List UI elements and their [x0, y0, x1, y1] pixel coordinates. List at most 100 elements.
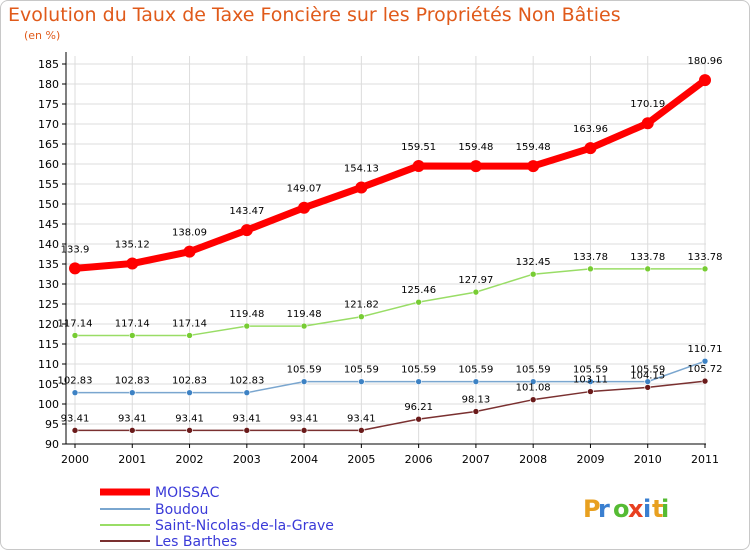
series-line [74, 360, 706, 394]
series-point [587, 388, 594, 395]
series-point [701, 377, 709, 385]
series-point [243, 389, 251, 396]
y-tick-label: 185 [38, 58, 59, 71]
data-label: 102.83 [229, 376, 264, 387]
data-label: 119.48 [287, 309, 322, 320]
data-label: 125.46 [401, 285, 436, 296]
y-tick-label: 115 [38, 338, 59, 351]
data-label: 102.83 [115, 376, 150, 387]
series-layer [69, 74, 711, 434]
data-label: 105.59 [287, 365, 322, 376]
series-point [69, 262, 81, 275]
data-label: 159.51 [401, 142, 436, 153]
data-label: 102.83 [172, 376, 207, 387]
series-point [186, 427, 193, 434]
data-label: 133.78 [630, 252, 665, 263]
data-label: 133.9 [61, 244, 90, 255]
y-tick-label: 135 [38, 258, 59, 271]
series-point [701, 357, 709, 365]
series-point [128, 332, 136, 339]
series-point [240, 224, 253, 237]
logo-letter: r [598, 495, 610, 523]
series-point [300, 427, 308, 434]
data-label: 117.14 [115, 318, 150, 329]
y-tick-label: 150 [38, 198, 59, 211]
data-label: 98.13 [462, 394, 491, 405]
y-tick-label: 155 [38, 178, 59, 191]
data-label: 105.59 [344, 365, 379, 376]
series-point [358, 313, 365, 321]
data-label: 105.59 [573, 365, 608, 376]
data-label: 133.78 [688, 252, 723, 263]
legend-label: Saint-Nicolas-de-la-Grave [155, 518, 334, 534]
series-point [701, 265, 709, 273]
series-point [472, 408, 480, 415]
chart-subtitle: (en %) [24, 29, 61, 42]
data-label: 93.41 [232, 413, 261, 424]
x-tick-label: 2011 [691, 453, 719, 466]
series-point [128, 389, 136, 396]
x-tick-label: 2006 [405, 453, 433, 466]
x-tick-label: 2005 [347, 453, 375, 466]
data-label: 96.21 [404, 402, 433, 413]
y-tick-label: 160 [38, 158, 59, 171]
series-point [644, 384, 652, 391]
series-point [529, 270, 537, 278]
data-label: 117.14 [58, 318, 93, 329]
chart-title: Evolution du Taux de Taxe Foncière sur l… [8, 4, 621, 26]
data-label: 143.47 [229, 206, 264, 217]
series-line [74, 380, 706, 432]
series-point [128, 427, 136, 434]
series-point [472, 288, 480, 296]
data-label: 93.41 [61, 413, 90, 424]
logo-letter: i [661, 495, 669, 523]
series-point [298, 201, 311, 214]
x-tick-label: 2003 [233, 453, 261, 466]
y-tick-label: 90 [45, 438, 59, 451]
proxiti-logo: Pr ox i ti [583, 495, 669, 523]
data-label: 159.48 [516, 142, 551, 153]
grid-layer [66, 56, 706, 445]
y-tick-label: 110 [38, 358, 59, 371]
data-label: 180.96 [688, 56, 723, 67]
series-point [71, 427, 79, 434]
y-tick-label: 125 [38, 298, 59, 311]
series-point [186, 332, 193, 339]
y-tick-label: 100 [38, 398, 59, 411]
data-label: 132.45 [516, 257, 551, 268]
legend-label: MOISSAC [155, 485, 220, 501]
series-line [71, 76, 709, 272]
y-tick-label: 120 [38, 318, 59, 331]
series-point [71, 332, 79, 339]
series-point [527, 160, 540, 173]
x-tick-label: 2001 [118, 453, 146, 466]
data-label: 105.59 [458, 365, 493, 376]
x-tick-label: 2002 [176, 453, 204, 466]
series-point [699, 74, 711, 87]
data-label: 154.13 [344, 163, 379, 174]
series-point [186, 389, 193, 396]
y-tick-label: 105 [38, 378, 59, 391]
y-tick-label: 140 [38, 238, 59, 251]
x-tick-label: 2010 [634, 453, 662, 466]
logo-letter: t [652, 495, 663, 523]
series-point [355, 181, 368, 194]
data-label: 93.41 [347, 413, 376, 424]
series-point [412, 159, 425, 172]
data-label: 163.96 [573, 124, 608, 135]
data-label: 102.83 [58, 376, 93, 387]
data-label: 101.08 [516, 383, 551, 394]
series-point [644, 265, 652, 273]
data-label: 159.48 [458, 142, 493, 153]
series-point [644, 378, 652, 385]
data-label: 93.41 [290, 413, 319, 424]
y-tick-label: 95 [45, 418, 59, 431]
x-tick-label: 2008 [519, 453, 547, 466]
data-label: 149.07 [287, 184, 322, 195]
legend: MOISSACBoudouSaint-Nicolas-de-la-GraveLe… [100, 485, 334, 550]
data-label: 135.12 [115, 240, 150, 251]
logo-letter: P [583, 495, 601, 523]
series-point [358, 378, 365, 385]
series-point [300, 322, 308, 330]
y-tick-label: 145 [38, 218, 59, 231]
